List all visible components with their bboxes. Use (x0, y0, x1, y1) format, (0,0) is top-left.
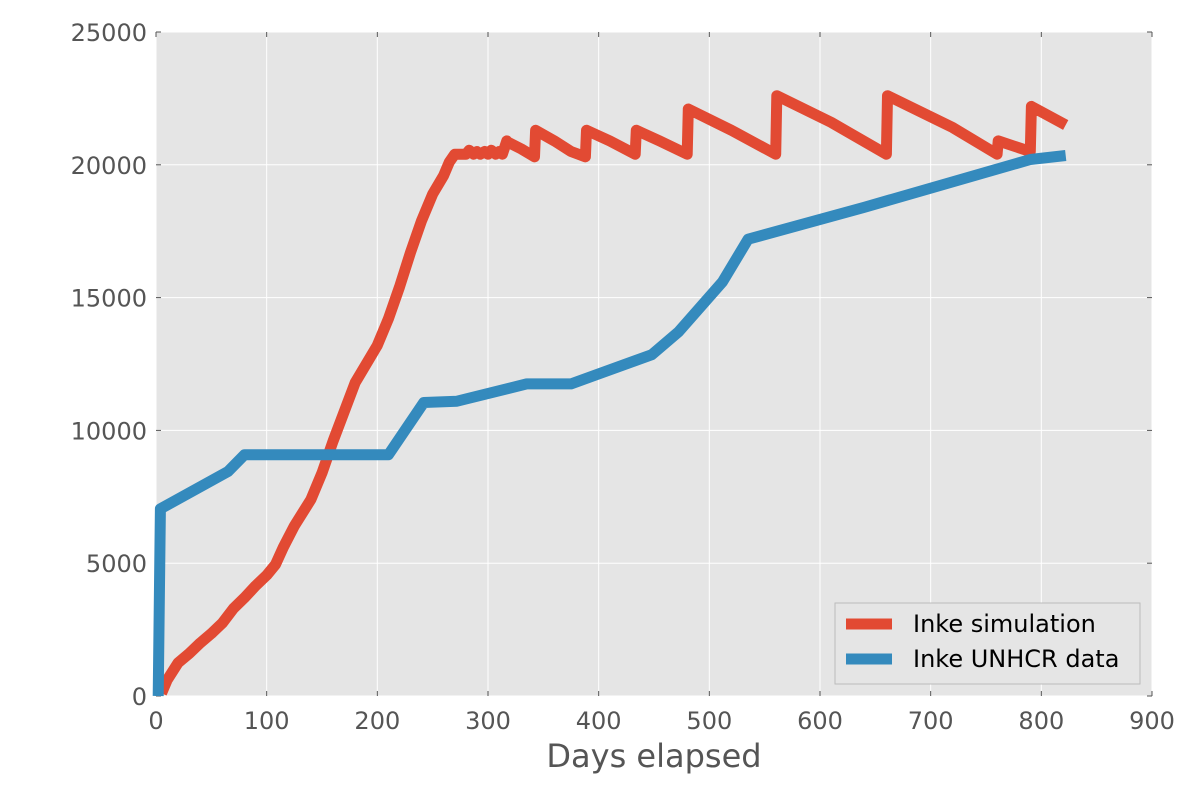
legend-label-simulation: Inke simulation (913, 610, 1096, 638)
x-tick-label: 400 (576, 707, 622, 735)
x-tick-label: 500 (686, 707, 732, 735)
y-tick-label: 10000 (71, 417, 147, 445)
series-line-inke-unhcr-data (152, 150, 1067, 697)
legend-box (834, 602, 1141, 685)
x-tick-labels: 0 100 200 300 400 500 600 700 800 900 (148, 707, 1175, 735)
y-tick-label: 0 (132, 683, 147, 711)
x-tick-label: 300 (465, 707, 511, 735)
x-tick-label: 800 (1018, 707, 1064, 735)
legend-label-unhcr: Inke UNHCR data (913, 645, 1119, 673)
y-tick-label: 15000 (71, 285, 147, 313)
y-tick-label: 25000 (71, 19, 147, 47)
plot-background (156, 32, 1152, 696)
legend: Inke simulation Inke UNHCR data (834, 602, 1141, 685)
y-tick-labels: 0 5000 10000 15000 20000 25000 (71, 19, 147, 711)
x-tick-label: 200 (354, 707, 400, 735)
y-tick-label: 20000 (71, 152, 147, 180)
series-line-inke-simulation (156, 90, 1069, 696)
x-tick-label: 0 (148, 707, 163, 735)
x-axis-title: Days elapsed (546, 737, 761, 775)
x-tick-label: 100 (244, 707, 290, 735)
x-tick-label: 700 (908, 707, 954, 735)
x-tick-label: 600 (797, 707, 843, 735)
grid-lines (155, 31, 1153, 697)
series-layer (152, 90, 1069, 697)
x-tick-label: 900 (1129, 707, 1175, 735)
y-tick-label: 5000 (86, 550, 147, 578)
